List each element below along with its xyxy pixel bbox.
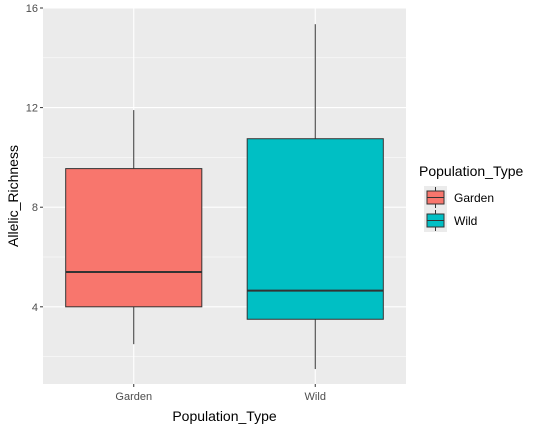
axes: 4 8 12 16 Garden Wild (26, 3, 326, 403)
legend: Population_Type Garden Wild (419, 163, 524, 232)
box-series (65, 24, 384, 370)
box-garden (65, 110, 203, 345)
y-tick-label: 8 (32, 202, 38, 214)
y-tick-label: 4 (32, 302, 38, 314)
interquartile-box (65, 168, 203, 308)
legend-key-garden: Garden (424, 186, 494, 209)
x-tick-label: Wild (305, 391, 326, 403)
x-tick-label: Garden (115, 391, 152, 403)
interquartile-box (246, 138, 384, 320)
x-axis-title: Population_Type (172, 408, 277, 424)
legend-title: Population_Type (419, 163, 524, 179)
legend-label: Wild (454, 214, 477, 228)
legend-key-wild: Wild (424, 209, 477, 232)
y-tick-label: 16 (26, 3, 38, 15)
y-axis-title: Allelic_Richness (5, 145, 21, 247)
y-tick-label: 12 (26, 103, 38, 115)
box-wild (246, 24, 384, 370)
legend-label: Garden (454, 191, 494, 205)
